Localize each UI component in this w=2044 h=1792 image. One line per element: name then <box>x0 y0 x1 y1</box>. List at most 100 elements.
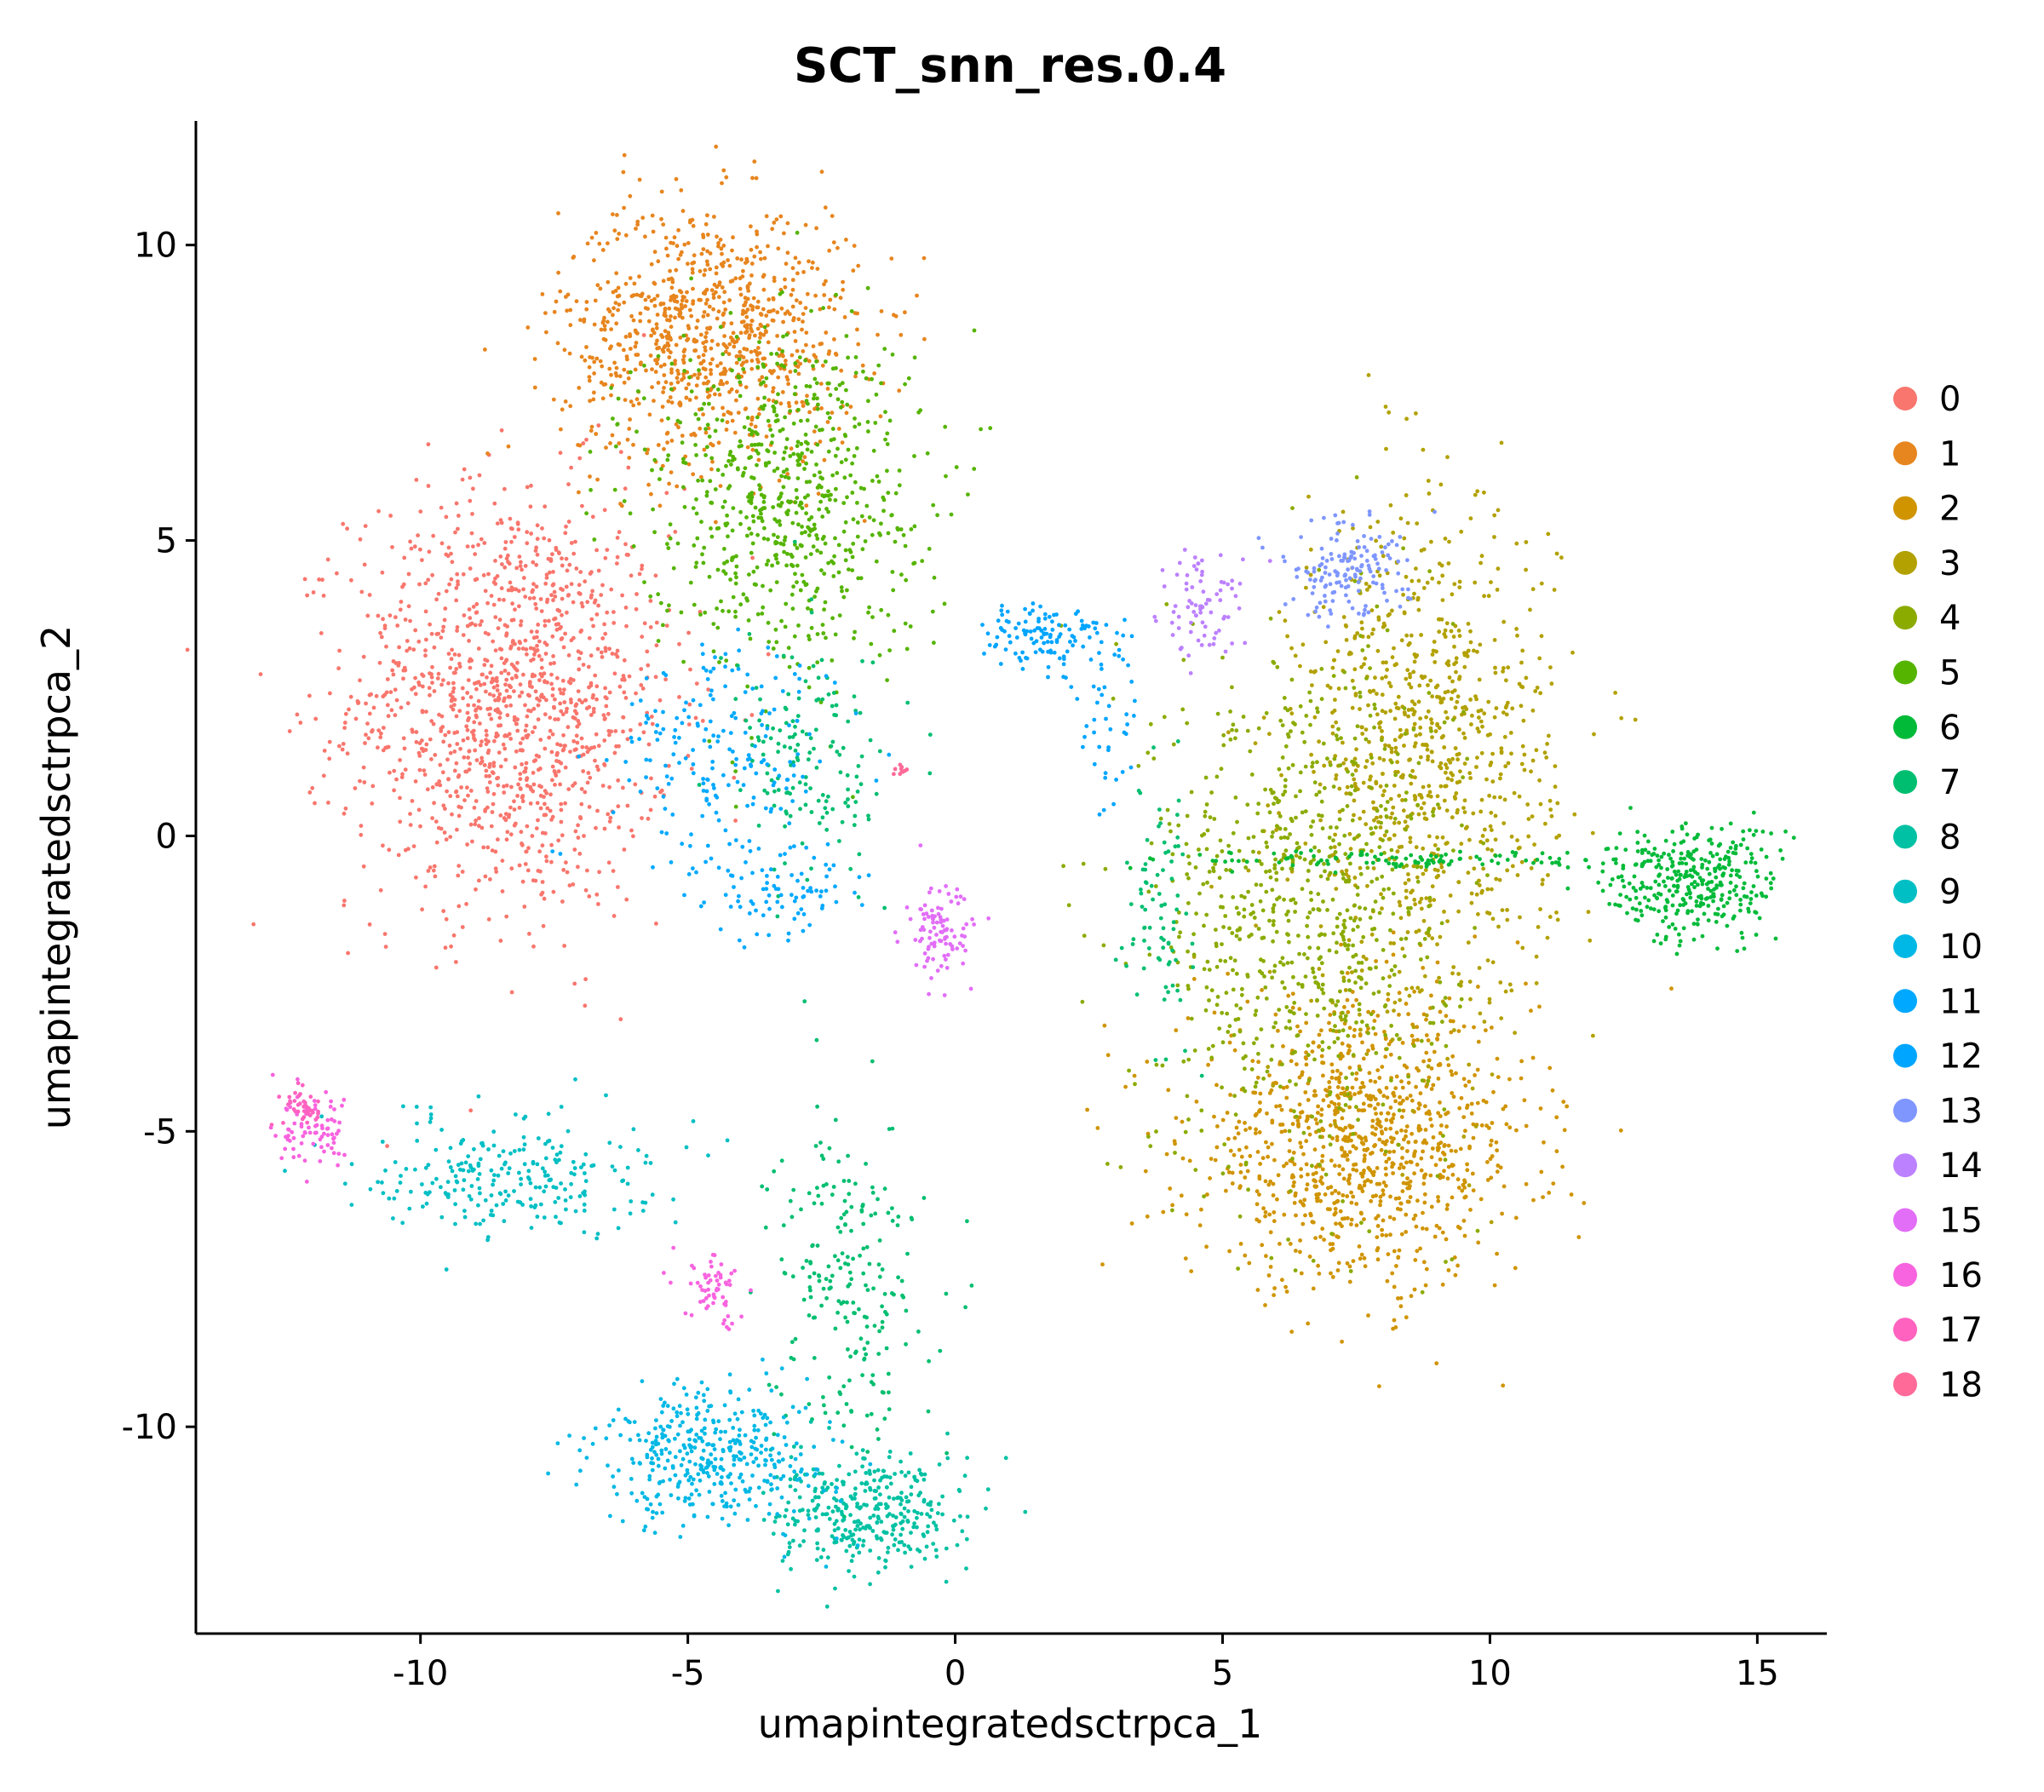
data-point <box>841 287 846 292</box>
data-point <box>1246 889 1250 894</box>
data-point <box>572 716 577 721</box>
data-point <box>1315 1014 1320 1018</box>
data-point <box>1255 1202 1260 1207</box>
data-point <box>600 396 606 401</box>
data-point <box>749 303 753 308</box>
data-point <box>1458 1004 1462 1009</box>
data-point <box>370 728 375 732</box>
data-point <box>662 345 667 350</box>
data-point <box>1284 1095 1289 1100</box>
data-point <box>1403 732 1408 736</box>
data-point <box>1387 1042 1392 1047</box>
data-point <box>1390 1164 1394 1169</box>
data-point <box>1405 814 1410 819</box>
data-point <box>560 833 565 838</box>
data-point <box>531 771 536 775</box>
data-point <box>575 724 580 729</box>
data-point <box>1237 1119 1242 1124</box>
data-point <box>1325 683 1330 688</box>
data-point <box>531 560 536 565</box>
data-point <box>1397 1248 1402 1253</box>
data-point <box>1529 769 1533 774</box>
data-point <box>1537 656 1542 661</box>
data-point <box>1424 1226 1429 1232</box>
data-point <box>1360 1081 1365 1085</box>
data-point <box>1392 1284 1397 1289</box>
data-point <box>1390 1271 1395 1276</box>
data-point <box>1397 793 1402 798</box>
data-point <box>1433 660 1438 664</box>
data-point <box>727 389 732 394</box>
data-point <box>495 688 500 692</box>
data-point <box>519 619 524 623</box>
data-point <box>688 667 692 672</box>
data-point <box>1231 968 1235 973</box>
data-point <box>686 336 691 342</box>
data-point <box>718 484 723 488</box>
data-point <box>613 289 618 293</box>
data-point <box>1317 1128 1321 1133</box>
data-point <box>1461 806 1466 810</box>
data-point <box>412 544 417 549</box>
data-point <box>602 315 606 320</box>
data-point <box>1327 1080 1332 1084</box>
data-point <box>1387 1157 1392 1161</box>
data-point <box>1266 1273 1272 1278</box>
data-point <box>1535 686 1540 690</box>
data-point <box>1496 1163 1501 1168</box>
data-point <box>421 674 426 678</box>
data-point <box>702 447 707 452</box>
data-point <box>497 750 502 755</box>
data-point <box>1493 670 1498 675</box>
data-point <box>1498 1165 1503 1170</box>
data-point <box>1409 1160 1414 1164</box>
data-point <box>1359 1186 1364 1191</box>
data-point <box>1341 872 1346 876</box>
data-point <box>657 698 663 703</box>
data-point <box>456 579 460 584</box>
data-point <box>1412 591 1416 596</box>
data-point <box>1486 699 1491 704</box>
data-point <box>1503 1104 1508 1109</box>
data-point <box>1427 569 1432 574</box>
data-point <box>1528 607 1532 612</box>
data-point <box>663 329 668 334</box>
data-point <box>531 672 535 677</box>
data-point <box>1372 1019 1377 1023</box>
data-point <box>1436 1111 1440 1116</box>
data-point <box>706 394 710 399</box>
data-point <box>1435 723 1440 727</box>
data-point <box>532 385 537 390</box>
data-point <box>486 917 491 922</box>
data-point <box>724 428 729 432</box>
data-point <box>1317 790 1322 795</box>
data-point <box>652 399 656 403</box>
data-point <box>824 507 829 511</box>
data-point <box>755 244 759 250</box>
data-point <box>1404 574 1409 579</box>
data-point <box>1257 1192 1261 1197</box>
data-point <box>410 727 415 732</box>
data-point <box>406 604 411 609</box>
data-point <box>1402 744 1406 748</box>
data-point <box>741 319 746 324</box>
data-point <box>754 175 759 181</box>
data-point <box>376 613 381 618</box>
data-point <box>615 237 620 241</box>
data-point <box>889 256 894 261</box>
data-point <box>744 300 748 305</box>
data-point <box>1456 982 1461 987</box>
data-point <box>491 693 496 698</box>
data-point <box>660 405 665 409</box>
data-point <box>1283 744 1289 749</box>
data-point <box>786 382 790 387</box>
data-point <box>1263 1303 1267 1307</box>
data-point <box>399 705 404 710</box>
data-point <box>1455 694 1461 699</box>
data-point <box>739 257 744 262</box>
data-point <box>1394 1130 1399 1135</box>
data-point <box>1246 1187 1250 1192</box>
data-point <box>504 783 509 788</box>
data-point <box>1397 899 1402 905</box>
data-point <box>771 319 776 323</box>
